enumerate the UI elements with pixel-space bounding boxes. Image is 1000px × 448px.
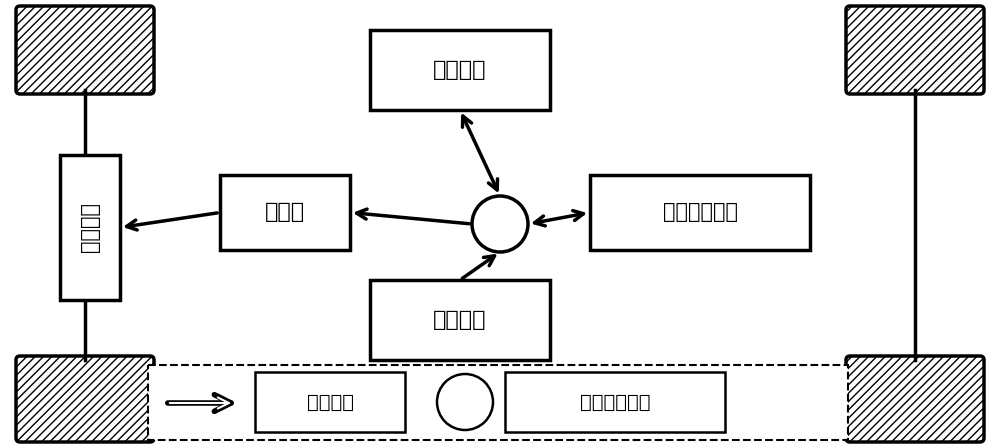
FancyBboxPatch shape — [846, 356, 984, 442]
Text: 燃料电池: 燃料电池 — [433, 310, 487, 330]
Bar — [148, 365, 848, 440]
Bar — [370, 30, 550, 110]
FancyBboxPatch shape — [846, 6, 984, 94]
Bar — [220, 175, 350, 250]
FancyBboxPatch shape — [16, 6, 154, 94]
Bar — [60, 155, 120, 300]
Text: 超级电容: 超级电容 — [433, 60, 487, 80]
Bar — [370, 280, 550, 360]
Bar — [505, 372, 725, 432]
Text: 电动机: 电动机 — [265, 202, 305, 223]
FancyBboxPatch shape — [16, 356, 154, 442]
Bar — [255, 372, 405, 432]
Text: 底盘设施: 底盘设施 — [80, 202, 100, 253]
Text: 车用电气负载: 车用电气负载 — [662, 202, 738, 223]
Text: 能量管理单元: 能量管理单元 — [580, 392, 650, 412]
Text: 电气路径: 电气路径 — [306, 392, 354, 412]
Bar — [590, 175, 810, 250]
Circle shape — [437, 374, 493, 430]
Circle shape — [472, 196, 528, 252]
